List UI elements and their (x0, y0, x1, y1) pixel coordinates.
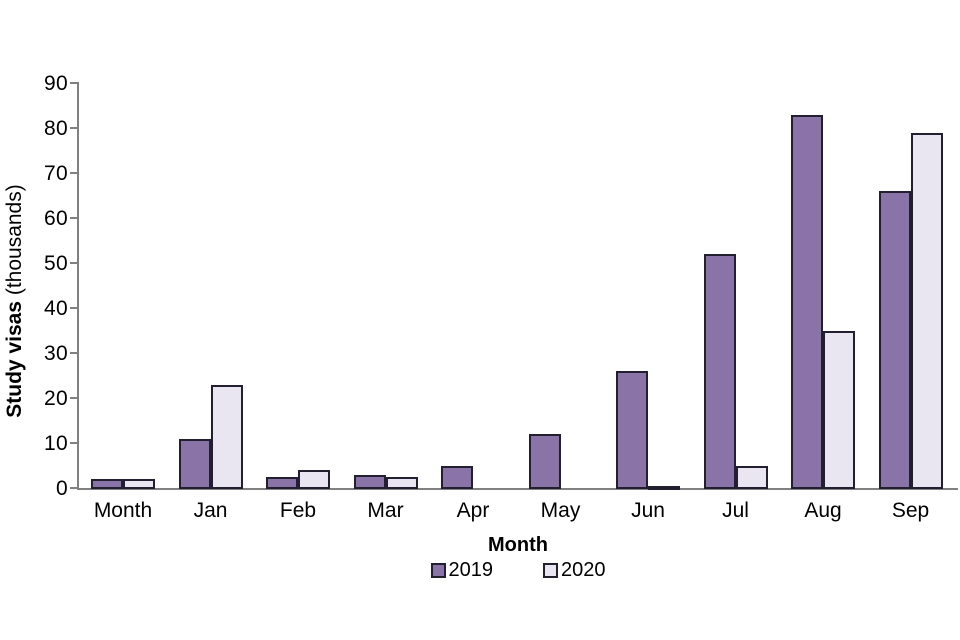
y-tick-mark-80 (70, 127, 77, 129)
y-tick-label-70: 70 (44, 162, 68, 185)
bar-2020-jan (210, 384, 243, 489)
y-tick-label-50: 50 (44, 252, 68, 275)
bar-2019-jul (703, 254, 736, 489)
y-tick-mark-30 (70, 352, 77, 354)
legend-swatch-2019 (430, 562, 446, 578)
x-tick-label-jan: Jan (193, 499, 228, 522)
x-tick-label-feb: Feb (279, 499, 317, 522)
y-axis-title-unit: (thousands) (3, 184, 26, 301)
y-tick-label-90: 90 (44, 72, 68, 95)
x-tick-label-jun: Jun (631, 499, 665, 522)
bar-2019-sep (878, 191, 911, 489)
bar-2020-month (123, 479, 155, 489)
y-tick-mark-50 (70, 262, 77, 264)
x-axis-line (77, 488, 958, 490)
x-axis-title: Month (488, 534, 548, 556)
x-tick-label-month: Month (93, 499, 153, 522)
y-tick-mark-70 (70, 172, 77, 174)
legend-label-2019: 2019 (448, 559, 494, 581)
bar-2020-jul (735, 465, 768, 489)
y-tick-label-60: 60 (44, 207, 68, 230)
y-tick-label-10: 10 (44, 432, 68, 455)
x-tick-label-jul: Jul (722, 499, 749, 522)
bar-2020-sep (910, 132, 943, 489)
legend-item-2020: 2020 (543, 559, 606, 581)
bar-2019-may (528, 434, 561, 489)
bar-2020-jun (648, 485, 680, 490)
y-tick-mark-10 (70, 442, 77, 444)
bar-2019-jan (178, 438, 211, 489)
y-axis-line (77, 82, 79, 490)
x-tick-label-mar: Mar (367, 499, 404, 522)
y-tick-mark-20 (70, 397, 77, 399)
bar-2019-mar (353, 474, 386, 489)
y-tick-label-30: 30 (44, 342, 68, 365)
y-tick-mark-40 (70, 307, 77, 309)
bar-2020-feb (298, 470, 330, 489)
bar-2019-feb (266, 476, 298, 489)
legend: 2019 2020 (78, 557, 958, 583)
bar-2019-month (91, 479, 123, 489)
y-tick-mark-90 (70, 82, 77, 84)
y-tick-label-0: 0 (56, 477, 68, 500)
legend-item-2019: 2019 (430, 559, 494, 581)
y-tick-mark-60 (70, 217, 77, 219)
y-tick-label-20: 20 (44, 387, 68, 410)
bar-2020-mar (385, 476, 418, 489)
bar-2019-apr (441, 465, 473, 489)
x-tick-label-sep: Sep (891, 499, 930, 522)
legend-label-2020: 2020 (561, 559, 606, 581)
bar-2020-aug (823, 330, 855, 489)
x-tick-label-apr: Apr (456, 499, 490, 522)
y-tick-mark-0 (70, 487, 77, 489)
x-tick-label-aug: Aug (804, 499, 842, 522)
y-tick-label-40: 40 (44, 297, 68, 320)
legend-swatch-2020 (543, 562, 558, 578)
bar-2019-jun (616, 371, 648, 489)
x-tick-label-may: May (540, 499, 581, 522)
y-tick-label-80: 80 (44, 117, 68, 140)
bar-2019-aug (791, 114, 823, 489)
